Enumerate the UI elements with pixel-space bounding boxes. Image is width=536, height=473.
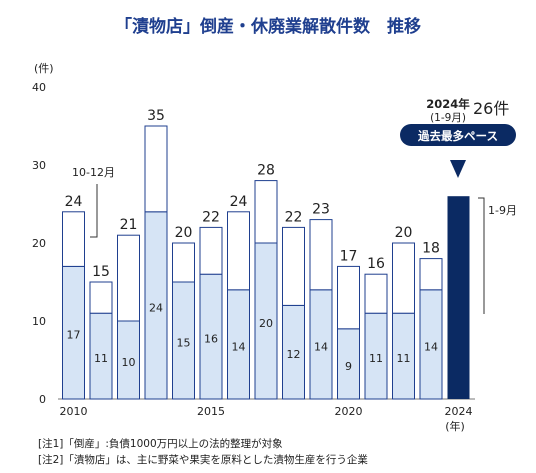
bar-closure — [199, 226, 223, 275]
record-badge-label: 過去最多ペース — [417, 129, 498, 143]
x-unit-label: (年) — [445, 419, 465, 433]
bar-bankruptcy-label: 20 — [259, 317, 273, 330]
y-tick-label: 0 — [39, 393, 46, 406]
y-tick-label: 20 — [32, 237, 46, 250]
annotation-2024-bracket — [478, 197, 485, 314]
bar-closure — [419, 258, 443, 291]
bar-closure — [309, 219, 333, 291]
bar-closure — [89, 281, 113, 314]
bar-bankruptcy-label: 14 — [314, 340, 328, 353]
x-tick-label: 2024 — [445, 405, 473, 418]
y-axis: 0 10 20 30 40 — [32, 81, 46, 406]
bar-bankruptcy-label: 15 — [177, 337, 191, 350]
bar-total-label: 28 — [257, 163, 275, 179]
bar-bankruptcy-label: 11 — [94, 352, 108, 365]
bar-bankruptcy-label: 9 — [345, 360, 352, 373]
bar-total-label: 35 — [147, 108, 165, 124]
y-tick-label: 40 — [32, 81, 46, 94]
bar-total-label: 20 — [175, 225, 193, 241]
x-tick-label: 2020 — [335, 405, 363, 418]
bar-total-label: 21 — [120, 217, 138, 233]
header-2024-sub: (1-9月) — [430, 112, 466, 124]
bar-closure — [227, 211, 250, 291]
bar-total-label: 15 — [92, 264, 110, 280]
record-badge-pointer — [450, 160, 466, 178]
bar-total-label: 20 — [395, 225, 413, 241]
bar-bankruptcy-label: 14 — [424, 340, 438, 353]
x-tick-label: 2015 — [197, 405, 225, 418]
note-1: [注1]「倒産」:負債1000万円以上の法的整理が対象 — [38, 438, 283, 450]
y-unit-label: (件) — [34, 62, 54, 75]
bar-total-label: 22 — [202, 209, 220, 225]
value-2024-label: 26件 — [473, 99, 509, 118]
bar-bankruptcy-label: 11 — [369, 352, 383, 365]
bar-bankruptcy-label: 12 — [287, 348, 301, 361]
bar-bankruptcy-label: 10 — [122, 356, 136, 369]
bar-bankruptcy-label: 24 — [149, 301, 163, 314]
bar-closure — [337, 265, 360, 330]
bar-total-label: 16 — [367, 256, 385, 272]
bar-bankruptcy-label: 16 — [204, 333, 218, 346]
bar-bankruptcy-label: 14 — [232, 340, 246, 353]
bar-closure — [117, 234, 140, 322]
bar-total-label: 23 — [312, 202, 330, 218]
bar-2024 — [447, 196, 470, 399]
bar-total-label: 24 — [65, 194, 83, 210]
bar-closure — [62, 211, 85, 267]
bar-total-label: 22 — [285, 209, 303, 225]
bar-total-label: 24 — [230, 194, 248, 210]
x-tick-label: 2010 — [60, 405, 88, 418]
bar-total-label: 17 — [340, 248, 358, 264]
annotation-2024-period: 1-9月 — [488, 204, 517, 217]
y-tick-label: 30 — [32, 159, 46, 172]
annotation-2010-period: 10-12月 — [72, 166, 115, 179]
bar-closure — [392, 242, 415, 314]
y-tick-label: 10 — [32, 315, 46, 328]
record-badge — [400, 124, 516, 146]
annotation-2010-bracket — [90, 184, 98, 238]
bars: 24 17 15 11 21 10 35 24 20 15 22 16 24 14 28 20 22 12 23 14… — [62, 108, 470, 400]
bar-closure — [254, 180, 278, 244]
bar-bankruptcy-label: 17 — [67, 329, 81, 342]
bar-bankruptcy-label: 11 — [397, 352, 411, 365]
x-axis: 2010 2015 2020 2024 — [60, 405, 473, 418]
bar-closure — [144, 125, 168, 213]
bar-closure — [172, 242, 195, 283]
note-2: [注2]「漬物店」は、主に野菜や果実を原料とした漬物生産を行う企業 — [38, 454, 368, 466]
bar-closure — [282, 226, 305, 306]
bar-total-label: 18 — [422, 241, 440, 257]
header-2024: 2024年 — [426, 97, 470, 111]
bar-closure — [364, 273, 388, 314]
chart-title: 「漬物店」倒産・休廃業解散件数 推移 — [115, 16, 421, 37]
